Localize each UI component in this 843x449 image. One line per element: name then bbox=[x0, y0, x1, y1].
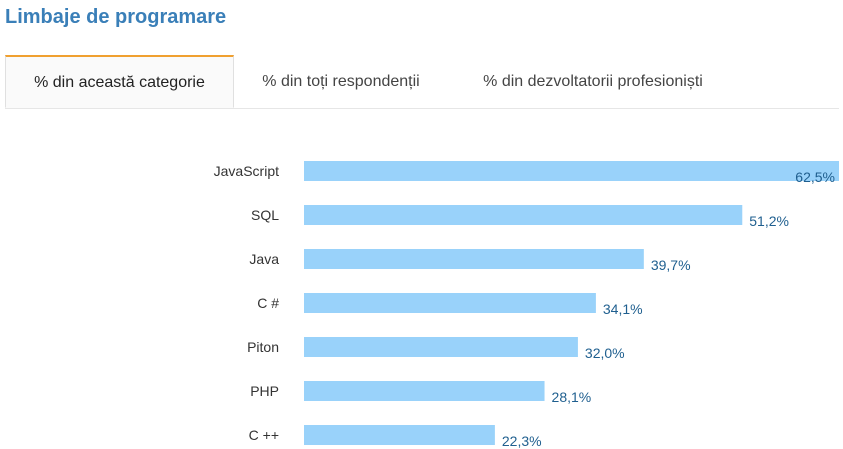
value-label: 28,1% bbox=[552, 389, 592, 405]
value-label: 51,2% bbox=[749, 213, 789, 229]
bar bbox=[304, 293, 596, 313]
tab-this-category[interactable]: % din această categorie bbox=[5, 55, 234, 108]
category-label: PHP bbox=[250, 383, 279, 399]
tab-professional-developers[interactable]: % din dezvoltatorii profesioniști bbox=[483, 73, 703, 90]
bar bbox=[304, 425, 495, 445]
category-label: SQL bbox=[251, 207, 279, 223]
category-label: Piton bbox=[247, 339, 279, 355]
tab-all-respondents[interactable]: % din toți respondenții bbox=[262, 73, 420, 90]
section-title: Limbaje de programare bbox=[5, 6, 227, 28]
bar bbox=[304, 337, 578, 357]
bar bbox=[304, 249, 644, 269]
value-label: 34,1% bbox=[603, 301, 643, 317]
tab-bar: % din această categorie % din toți respo… bbox=[5, 55, 839, 109]
value-label: 39,7% bbox=[651, 257, 691, 273]
category-label: JavaScript bbox=[214, 163, 279, 179]
value-label: 22,3% bbox=[502, 433, 542, 449]
value-label: 32,0% bbox=[585, 345, 625, 361]
category-label: C ++ bbox=[249, 427, 279, 443]
value-label: 62,5% bbox=[795, 169, 835, 185]
category-label: Java bbox=[249, 251, 279, 267]
bar bbox=[304, 381, 545, 401]
bar bbox=[304, 161, 839, 181]
category-label: C # bbox=[257, 295, 279, 311]
bar bbox=[304, 205, 743, 225]
